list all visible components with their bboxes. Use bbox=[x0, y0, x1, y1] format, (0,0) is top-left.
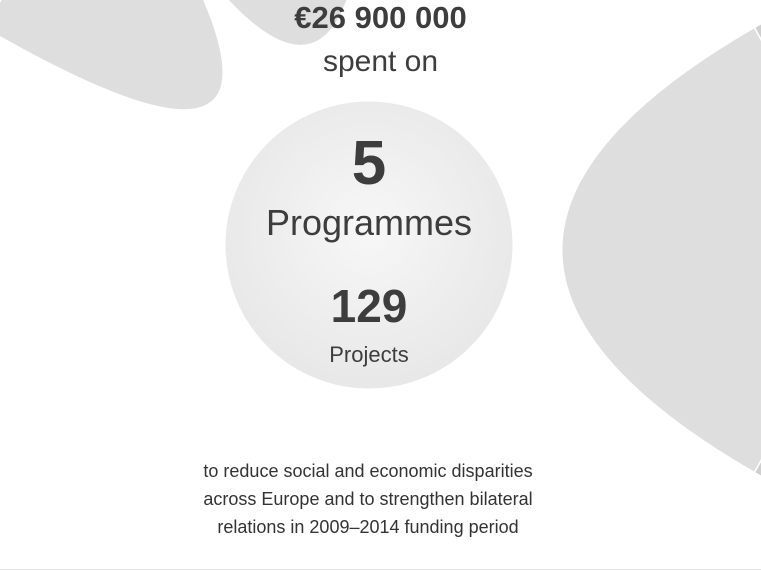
projects-label: Projects bbox=[329, 342, 409, 367]
projects-count: 129 bbox=[330, 280, 408, 332]
center-circle bbox=[222, 98, 516, 392]
beneficiary-flow-band bbox=[560, 26, 761, 474]
donor-flow-band bbox=[226, 0, 348, 47]
spent-on-label: spent on bbox=[322, 45, 439, 78]
programmes-label: Programmes bbox=[265, 202, 473, 243]
bottom-divider bbox=[0, 569, 761, 570]
flow-bands bbox=[0, 0, 761, 474]
donor-segment-arc bbox=[0, 0, 2, 3]
footer-line: across Europe and to strengthen bilatera… bbox=[203, 489, 533, 509]
footer-line: relations in 2009–2014 funding period bbox=[217, 517, 519, 537]
footer-line: to reduce social and economic disparitie… bbox=[203, 461, 533, 481]
programmes-count: 5 bbox=[351, 129, 387, 198]
total-amount: €26 900 000 bbox=[294, 0, 467, 35]
arc-segments bbox=[0, 0, 761, 478]
footer-description: to reduce social and economic disparitie… bbox=[150, 457, 586, 541]
donor-flow-band bbox=[0, 0, 224, 111]
